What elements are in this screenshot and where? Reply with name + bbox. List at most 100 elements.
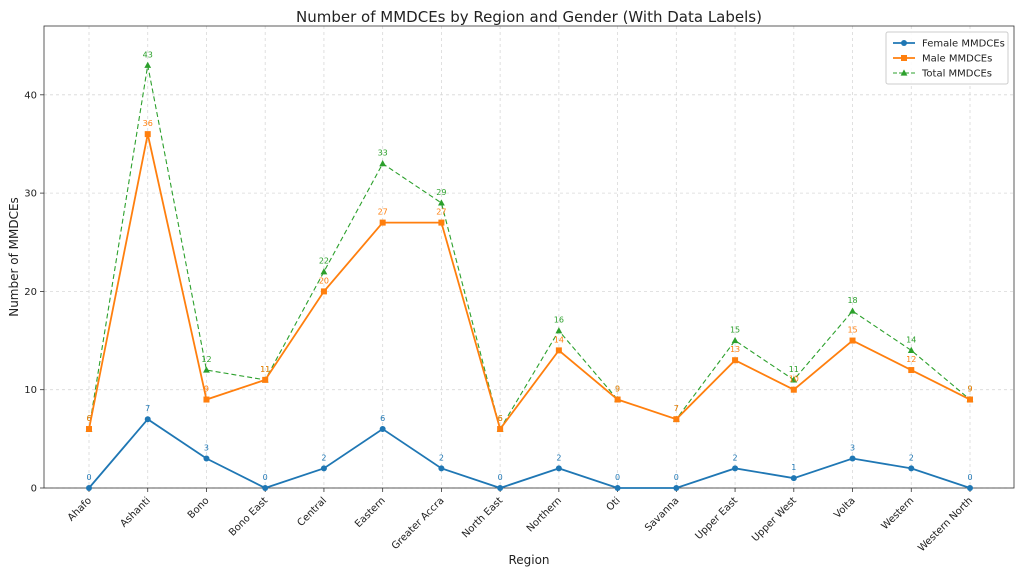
x-tick-label: North East (460, 495, 505, 540)
data-point (438, 465, 445, 472)
data-label: 0 (615, 473, 620, 482)
x-tick-label: Upper West (750, 495, 799, 544)
legend-item: Female MMDCEs (893, 39, 1005, 50)
data-label: 15 (730, 326, 740, 335)
data-label: 1 (791, 463, 796, 472)
data-label: 16 (554, 316, 564, 325)
legend-label: Male MMDCEs (922, 54, 992, 65)
data-label: 7 (674, 404, 679, 413)
data-label: 11 (260, 365, 270, 374)
y-tick-label: 10 (24, 385, 37, 396)
y-axis-label: Number of MMDCEs (7, 197, 21, 317)
data-label: 12 (906, 355, 916, 364)
data-point (967, 396, 973, 403)
data-point (203, 396, 210, 403)
data-point (144, 61, 152, 68)
data-point (262, 485, 269, 491)
data-point (900, 69, 908, 76)
data-label: 29 (436, 188, 446, 197)
data-point (732, 357, 739, 364)
data-label: 6 (498, 414, 503, 423)
legend: Female MMDCEs Male MMDCEs Total MMDCEs (885, 31, 1009, 85)
data-point (86, 485, 92, 491)
series-line (88, 417, 971, 489)
data-point (673, 485, 680, 491)
data-label: 13 (730, 345, 740, 354)
data-label: 11 (260, 365, 270, 374)
data-label: 9 (967, 385, 972, 394)
y-tick-label: 30 (24, 189, 37, 200)
data-label: 2 (556, 453, 561, 462)
x-tick-label: Upper East (693, 495, 740, 542)
y-axis: 0 10 20 30 40 (24, 90, 44, 495)
data-label: 12 (201, 355, 211, 364)
data-label: 33 (378, 149, 388, 158)
legend-item: Male MMDCEs (893, 54, 992, 65)
data-point (555, 347, 562, 354)
data-point (732, 465, 739, 472)
data-label: 0 (674, 473, 679, 482)
x-tick-label: Eastern (353, 495, 388, 530)
data-point (901, 40, 907, 46)
data-point (849, 455, 856, 462)
data-label: 2 (909, 453, 914, 462)
y-tick-label: 20 (24, 287, 37, 298)
data-point (379, 219, 386, 226)
data-point (86, 426, 92, 433)
legend-box (885, 31, 1009, 85)
data-point (203, 366, 210, 373)
series-male-mmdces: 6 36 9 11 20 27 27 6 14 9 7 13 10 15 12 9 (86, 119, 973, 433)
data-point (790, 386, 797, 393)
data-label: 0 (498, 473, 503, 482)
data-label: 6 (86, 414, 91, 423)
data-point (614, 485, 621, 491)
data-label: 20 (319, 276, 329, 285)
data-label: 7 (145, 404, 150, 413)
x-tick-label: Greater Accra (390, 495, 447, 552)
chart-title: Number of MMDCEs by Region and Gender (W… (296, 8, 762, 26)
data-point (790, 376, 798, 383)
data-label: 9 (204, 385, 209, 394)
data-label: 10 (789, 375, 799, 384)
data-point (262, 376, 269, 383)
data-point (967, 485, 973, 491)
data-point (144, 131, 151, 138)
data-label: 3 (850, 444, 855, 453)
data-label: 2 (439, 453, 444, 462)
data-label: 0 (967, 473, 972, 482)
data-point (320, 288, 327, 295)
data-point (908, 367, 915, 374)
data-label: 18 (847, 296, 857, 305)
data-point (379, 426, 386, 433)
data-point (908, 465, 915, 472)
data-label: 2 (321, 453, 326, 462)
series-total-mmdces: 6 43 12 11 22 33 29 6 16 9 7 15 11 18 14 9 (85, 50, 974, 432)
data-label: 9 (615, 385, 620, 394)
data-label: 3 (204, 444, 209, 453)
data-point (555, 465, 562, 472)
series-line (88, 65, 971, 431)
data-point (849, 307, 856, 314)
data-point (497, 426, 504, 433)
data-label: 7 (674, 404, 679, 413)
data-label: 11 (789, 365, 799, 374)
legend-item: Total MMDCEs (893, 69, 992, 80)
data-label: 2 (733, 453, 738, 462)
data-point (203, 455, 210, 462)
series-line (88, 133, 971, 432)
x-axis-label: Region (508, 553, 549, 567)
x-tick-label: Northern (525, 495, 564, 534)
data-point (731, 336, 739, 344)
data-point (144, 416, 151, 423)
x-tick-label: Oti (605, 495, 623, 513)
data-point (790, 475, 797, 482)
data-label: 14 (906, 335, 916, 344)
grid (44, 26, 1014, 489)
x-tick-label: Volta (832, 495, 857, 520)
x-tick-label: Ashanti (119, 495, 153, 529)
data-point (320, 268, 328, 275)
data-label: 27 (378, 208, 388, 217)
series-female-mmdces: 0 7 3 0 2 6 2 0 2 0 0 2 1 3 2 0 (86, 404, 973, 491)
